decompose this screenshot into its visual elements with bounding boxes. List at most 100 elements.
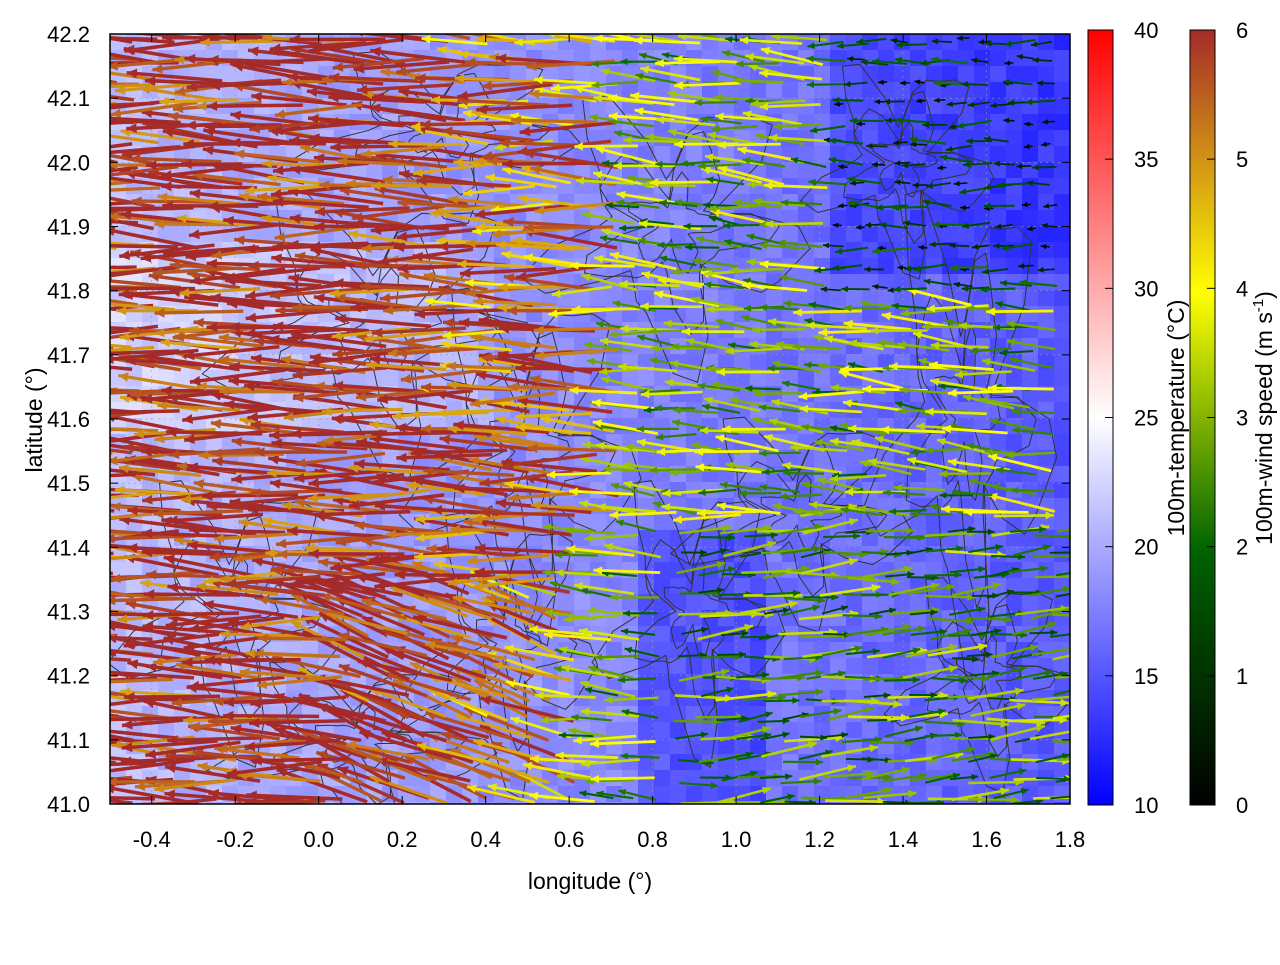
wind-vector-head	[90, 588, 100, 597]
heatmap-cell	[990, 210, 1007, 227]
wind-vector-head	[81, 439, 92, 449]
heatmap-cell	[1054, 434, 1071, 451]
heatmap-cell	[686, 306, 703, 323]
heatmap-cell	[670, 658, 687, 675]
heatmap-cell	[1054, 338, 1071, 355]
heatmap-cell	[654, 370, 671, 387]
heatmap-cell	[894, 482, 911, 499]
wind-vector-shaft	[19, 502, 115, 511]
wind-vector-head	[16, 475, 27, 485]
heatmap-cell	[974, 98, 991, 115]
heatmap-cell	[734, 562, 751, 579]
wind-vector-head	[77, 781, 88, 791]
heatmap-cell	[926, 738, 943, 755]
heatmap-cell	[1038, 738, 1055, 755]
wind-vector-head	[21, 638, 32, 648]
heatmap-cell	[1054, 482, 1071, 499]
heatmap-cell	[654, 770, 671, 787]
heatmap-cell	[1022, 66, 1039, 83]
wind-vector-head	[37, 357, 48, 367]
heatmap-cell	[830, 50, 847, 67]
heatmap-cell	[878, 738, 895, 755]
heatmap-cell	[910, 754, 927, 771]
heatmap-cell	[830, 290, 847, 307]
heatmap-cell	[1054, 322, 1071, 339]
heatmap-cell	[414, 290, 431, 307]
wind-vector-head	[21, 749, 32, 759]
heatmap-cell	[862, 722, 879, 739]
heatmap-cell	[974, 514, 991, 531]
heatmap-cell	[910, 482, 927, 499]
wind-vector-head	[1075, 793, 1082, 800]
heatmap-cell	[638, 674, 655, 691]
heatmap-cell	[638, 450, 655, 467]
heatmap-cell	[878, 402, 895, 419]
heatmap-cell	[574, 66, 591, 83]
heatmap-cell	[846, 290, 863, 307]
heatmap-cell	[654, 530, 671, 547]
wind-vector-shaft	[1050, 552, 1077, 553]
wind-vector-head	[84, 573, 94, 583]
heatmap-cell	[878, 34, 895, 51]
wind-vector-head	[91, 352, 102, 361]
wind-vector-head	[63, 435, 74, 445]
heatmap-cell	[910, 514, 927, 531]
heatmap-cell	[574, 594, 591, 611]
heatmap-cell	[1054, 258, 1071, 275]
heatmap-cell	[1006, 434, 1023, 451]
heatmap-cell	[814, 370, 831, 387]
heatmap-cell	[1054, 274, 1071, 291]
heatmap-cell	[846, 722, 863, 739]
heatmap-cell	[750, 354, 767, 371]
wind-vector-shaft	[757, 530, 814, 531]
wind-vector-shaft	[29, 716, 118, 719]
heatmap-cell	[1038, 178, 1055, 195]
wind-vector-head	[87, 454, 98, 464]
wind-vector-head	[22, 682, 33, 692]
heatmap-cell	[382, 370, 399, 387]
heatmap-cell	[526, 562, 543, 579]
heatmap-cell	[846, 274, 863, 291]
heatmap-cell	[990, 258, 1007, 275]
heatmap-cell	[686, 706, 703, 723]
heatmap-cell	[750, 642, 767, 659]
wind-vector-head	[21, 741, 31, 751]
wind-vector-head	[62, 524, 72, 534]
heatmap-cell	[830, 226, 847, 243]
heatmap-cell	[750, 290, 767, 307]
heatmap-cell	[1054, 386, 1071, 403]
wind-vector-shaft	[252, 759, 348, 761]
heatmap-cell	[1006, 178, 1023, 195]
heatmap-cell	[686, 610, 703, 627]
wind-vector-head	[85, 644, 96, 654]
wind-vector-shaft	[249, 721, 345, 723]
heatmap-cell	[702, 242, 719, 259]
heatmap-cell	[910, 546, 927, 563]
heatmap-cell	[814, 450, 831, 467]
wind-vector-head	[63, 710, 73, 720]
heatmap-cell	[782, 162, 799, 179]
heatmap-cell	[1054, 498, 1071, 515]
heatmap-cell	[1038, 642, 1055, 659]
heatmap-cell	[814, 290, 831, 307]
heatmap-cell	[1054, 50, 1071, 67]
heatmap-cell	[1038, 146, 1055, 163]
heatmap-cell	[654, 706, 671, 723]
heatmap-cell	[654, 82, 671, 99]
wind-vector-head	[41, 781, 51, 791]
wind-vector-head	[39, 520, 50, 530]
heatmap-cell	[1054, 66, 1071, 83]
wind-vector-shaft	[21, 642, 116, 655]
heatmap-cell	[590, 514, 607, 531]
heatmap-cell	[926, 370, 943, 387]
heatmap-cell	[718, 722, 735, 739]
heatmap-cell	[510, 530, 527, 547]
wind-vector-head	[82, 702, 93, 712]
heatmap-cell	[814, 34, 831, 51]
heatmap-cell	[1038, 274, 1055, 291]
heatmap-cell	[1054, 82, 1071, 99]
heatmap-cell	[846, 658, 863, 675]
heatmap-cell	[686, 658, 703, 675]
heatmap-cell	[766, 578, 783, 595]
heatmap-cell	[1006, 194, 1023, 211]
